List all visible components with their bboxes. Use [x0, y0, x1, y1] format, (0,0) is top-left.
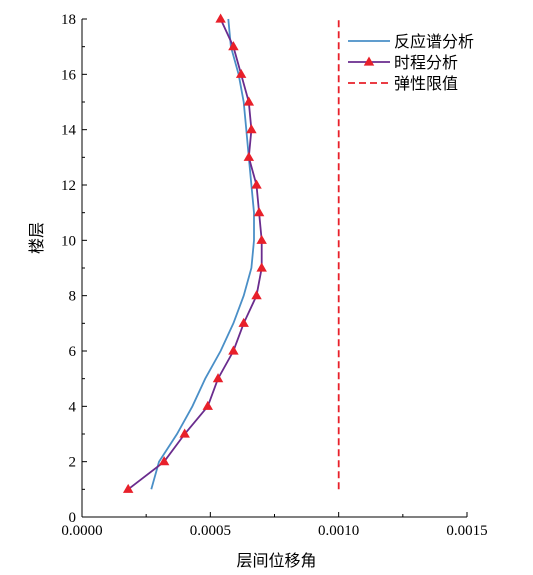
- y-tick-label: 18: [61, 12, 76, 28]
- data-point-marker: [202, 400, 213, 410]
- y-tick-label: 14: [61, 123, 77, 139]
- data-point-marker: [122, 483, 134, 493]
- x-axis-title: 层间位移角: [236, 551, 316, 570]
- data-point-marker: [228, 345, 239, 355]
- data-point-marker: [243, 96, 255, 106]
- series-line-2: [127, 18, 263, 491]
- data-point-marker: [228, 41, 239, 51]
- y-tick-label: 16: [61, 67, 77, 83]
- x-tick-label: 0.0000: [61, 523, 102, 539]
- data-point-marker: [235, 68, 247, 78]
- data-point-marker: [158, 456, 170, 466]
- data-point-marker: [238, 317, 249, 327]
- data-point-marker: [251, 290, 262, 300]
- data-point-marker: [246, 124, 257, 134]
- data-point-marker: [215, 13, 226, 23]
- legend-label-1: 反应谱分析: [394, 32, 474, 51]
- data-point-marker: [253, 207, 265, 217]
- x-tick-label: 0.0015: [446, 523, 487, 539]
- y-axis-title: 楼层: [27, 222, 46, 254]
- data-point-marker: [179, 428, 190, 438]
- data-point-marker: [256, 234, 267, 244]
- data-point-marker: [212, 373, 224, 383]
- x-tick-label: 0.0005: [190, 523, 231, 539]
- y-tick-label: 12: [61, 178, 76, 194]
- legend-marker-2: [363, 56, 375, 66]
- y-tick-label: 8: [69, 289, 77, 305]
- series-line-1: [150, 18, 255, 490]
- legend-label-2: 时程分析: [394, 53, 458, 72]
- y-tick-label: 6: [69, 344, 77, 360]
- axes: 0 2 4 6 8 10 12 14 16 18 0.0000 0.0005 0.0010 0.0015: [61, 12, 488, 539]
- data-point-marker: [256, 262, 267, 272]
- data-point-marker: [251, 179, 262, 189]
- y-tick-label: 4: [69, 399, 77, 415]
- x-tick-label: 0.0010: [318, 523, 359, 539]
- y-tick-label: 2: [69, 455, 77, 471]
- plot-area: [122, 13, 340, 493]
- y-tick-label: 10: [61, 233, 76, 249]
- data-point-marker: [243, 151, 255, 161]
- y-tick-label: 0: [69, 510, 77, 526]
- legend-label-3: 弹性限值: [394, 74, 458, 93]
